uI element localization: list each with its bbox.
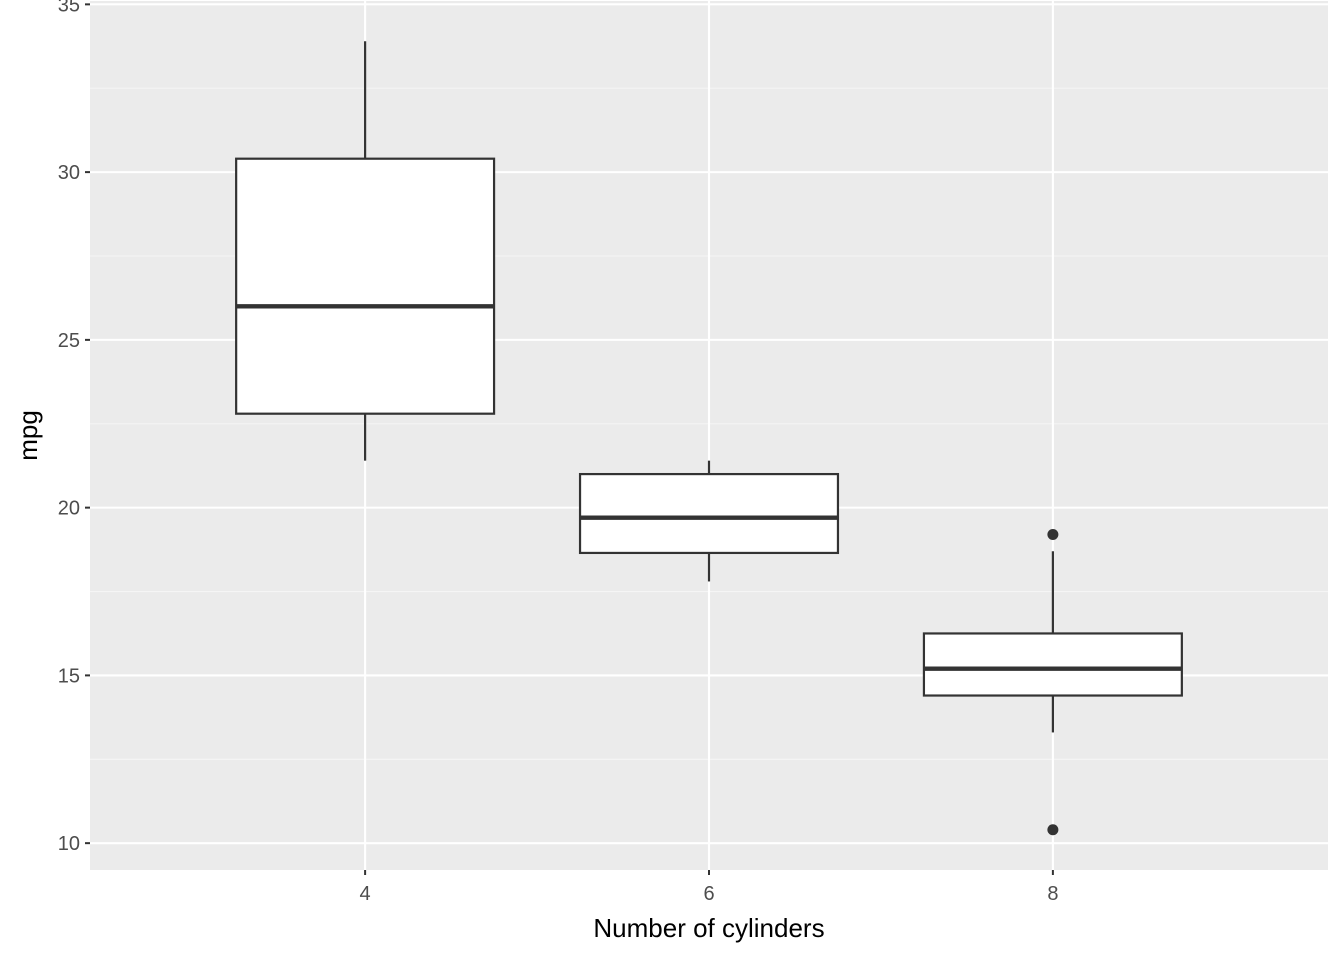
y-tick-label: 30 bbox=[58, 162, 80, 184]
x-axis-title: Number of cylinders bbox=[593, 913, 824, 943]
x-tick-label: 6 bbox=[703, 883, 714, 905]
y-axis: 10 15 20 25 30 35 bbox=[58, 0, 90, 855]
y-axis-title: mpg bbox=[13, 410, 43, 461]
y-tick-label: 15 bbox=[58, 665, 80, 687]
y-tick-label: 20 bbox=[58, 498, 80, 520]
box-iqr bbox=[578, 472, 840, 555]
outlier-point bbox=[1047, 824, 1059, 836]
box-iqr bbox=[922, 632, 1183, 697]
box-group-4 bbox=[235, 41, 496, 461]
x-tick-label: 8 bbox=[1047, 883, 1058, 905]
box-group-6 bbox=[578, 460, 840, 582]
box-iqr bbox=[235, 157, 496, 415]
outlier-point bbox=[1047, 528, 1059, 540]
x-tick-label: 4 bbox=[360, 883, 371, 905]
box-group-8 bbox=[922, 528, 1183, 836]
boxes bbox=[235, 41, 1183, 836]
x-axis: 4 6 8 bbox=[360, 870, 1058, 905]
y-tick-label: 25 bbox=[58, 330, 80, 352]
y-tick-label: 10 bbox=[58, 833, 80, 855]
y-tick-label: 35 bbox=[58, 0, 80, 16]
